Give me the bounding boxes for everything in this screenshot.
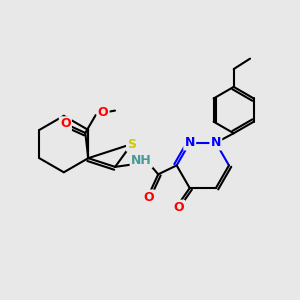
Text: O: O xyxy=(98,106,108,119)
Text: O: O xyxy=(143,191,154,204)
Text: NH: NH xyxy=(131,154,152,167)
Text: O: O xyxy=(173,201,184,214)
Text: N: N xyxy=(184,136,195,149)
Text: O: O xyxy=(60,118,71,130)
Text: S: S xyxy=(127,138,136,151)
Text: N: N xyxy=(211,136,221,149)
